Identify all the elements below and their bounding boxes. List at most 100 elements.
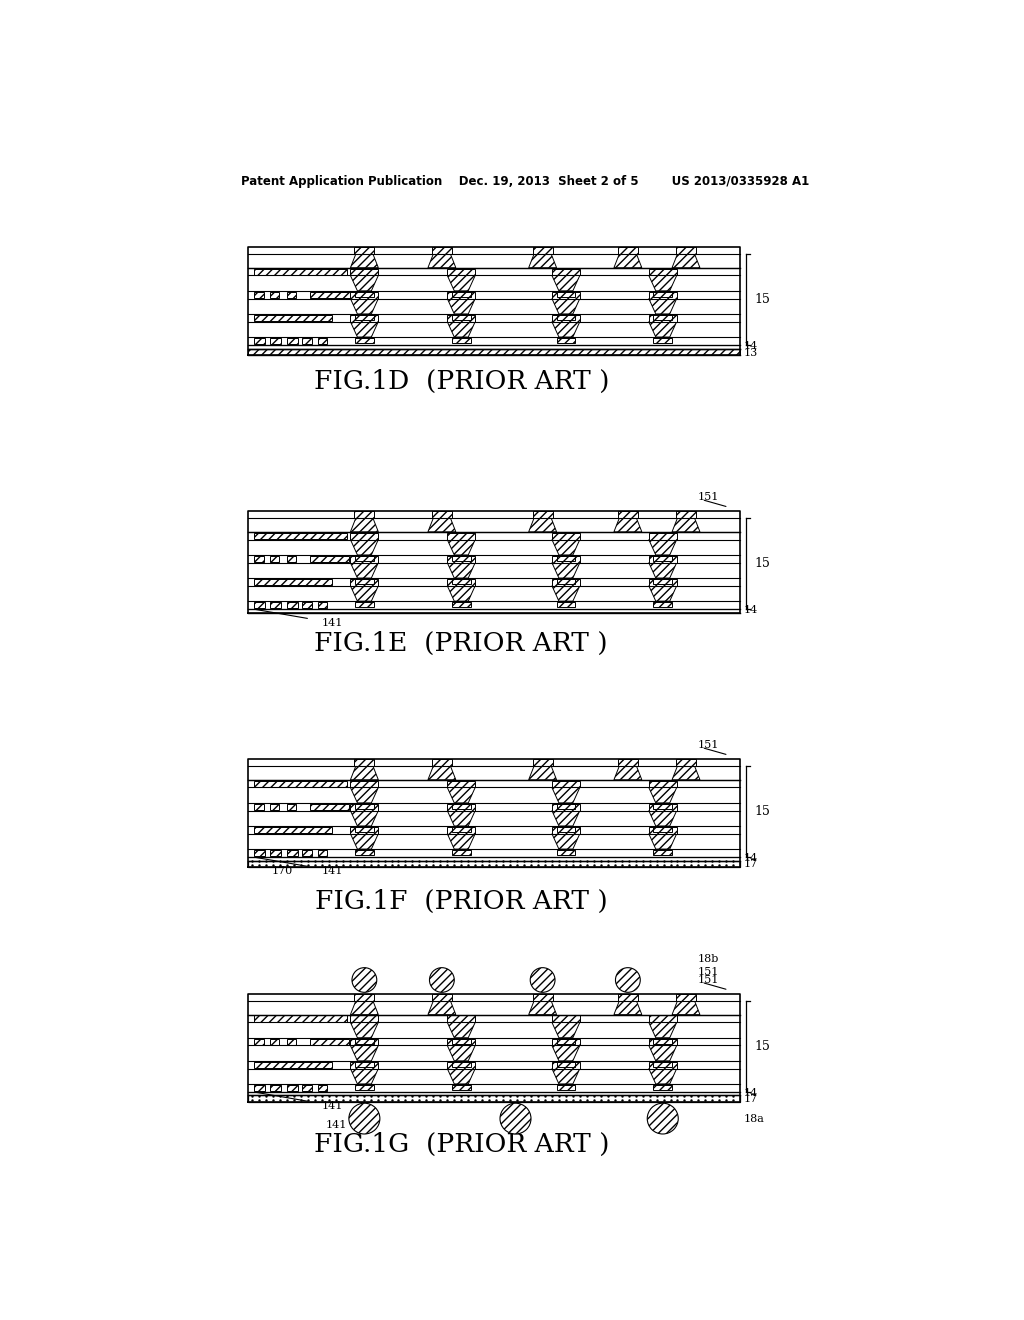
Bar — [287, 1085, 298, 1090]
Bar — [302, 850, 311, 857]
Bar — [617, 247, 638, 253]
Bar — [552, 1039, 580, 1045]
Polygon shape — [552, 810, 580, 826]
Text: 15: 15 — [755, 557, 770, 570]
Polygon shape — [552, 298, 580, 314]
Bar — [676, 759, 696, 766]
Bar — [310, 556, 349, 562]
Polygon shape — [428, 1001, 456, 1015]
Bar — [649, 1015, 677, 1022]
Bar — [350, 314, 378, 322]
Polygon shape — [447, 834, 475, 849]
Polygon shape — [552, 788, 580, 803]
Polygon shape — [447, 540, 475, 554]
Polygon shape — [672, 766, 700, 780]
Circle shape — [530, 968, 555, 993]
Bar — [287, 1039, 296, 1044]
Bar — [552, 1015, 580, 1022]
Bar — [653, 338, 672, 343]
Polygon shape — [552, 562, 580, 578]
Bar — [617, 759, 638, 766]
Polygon shape — [350, 1022, 378, 1038]
Bar — [552, 1061, 580, 1069]
Bar — [447, 826, 475, 834]
Bar — [355, 804, 374, 809]
Bar — [447, 292, 475, 298]
Polygon shape — [528, 766, 557, 780]
Bar — [452, 1061, 471, 1067]
Bar — [270, 1085, 281, 1090]
Bar — [355, 602, 374, 607]
Bar — [649, 578, 677, 586]
Polygon shape — [552, 1022, 580, 1038]
Bar — [355, 292, 374, 297]
Bar — [552, 268, 580, 276]
Bar — [452, 850, 471, 855]
Bar — [432, 511, 452, 517]
Polygon shape — [447, 322, 475, 337]
Bar — [350, 533, 378, 540]
Polygon shape — [350, 1069, 378, 1084]
Bar — [355, 1039, 374, 1044]
Bar — [557, 602, 575, 607]
Polygon shape — [447, 1069, 475, 1084]
Bar — [254, 578, 332, 585]
Polygon shape — [350, 298, 378, 314]
Bar — [355, 850, 374, 855]
Text: FIG.1D  (PRIOR ART ): FIG.1D (PRIOR ART ) — [313, 370, 609, 395]
Bar — [310, 804, 349, 810]
Bar — [354, 511, 375, 517]
Bar — [557, 314, 575, 321]
Bar — [452, 292, 471, 297]
Circle shape — [647, 1104, 678, 1134]
Polygon shape — [350, 540, 378, 554]
Polygon shape — [350, 322, 378, 337]
Polygon shape — [614, 1001, 642, 1015]
Text: 151: 151 — [697, 492, 719, 502]
Text: 14: 14 — [743, 1088, 758, 1098]
Bar — [432, 247, 452, 253]
Bar — [287, 804, 296, 810]
Bar — [270, 850, 281, 857]
Polygon shape — [350, 253, 378, 268]
Bar — [302, 1085, 311, 1090]
Bar — [532, 994, 553, 1001]
Bar — [653, 1061, 672, 1067]
Text: 141: 141 — [322, 1101, 343, 1111]
Polygon shape — [672, 517, 700, 532]
Bar — [317, 1085, 328, 1090]
Polygon shape — [447, 562, 475, 578]
Bar — [354, 994, 375, 1001]
Bar — [557, 804, 575, 809]
Polygon shape — [649, 1069, 677, 1084]
Bar — [248, 348, 740, 355]
Bar — [302, 602, 311, 609]
Bar — [287, 292, 296, 298]
Bar — [649, 780, 677, 788]
Polygon shape — [350, 1001, 378, 1015]
Bar — [350, 292, 378, 298]
Polygon shape — [614, 253, 642, 268]
Text: 18b: 18b — [697, 954, 719, 964]
Text: FIG.1G  (PRIOR ART ): FIG.1G (PRIOR ART ) — [313, 1131, 609, 1156]
Bar — [557, 1039, 575, 1044]
Bar — [270, 338, 281, 345]
Bar — [355, 578, 374, 585]
Bar — [432, 759, 452, 766]
Bar — [355, 1085, 374, 1090]
Bar — [649, 556, 677, 562]
Polygon shape — [614, 517, 642, 532]
Bar — [557, 850, 575, 855]
Bar — [287, 850, 298, 857]
Bar — [447, 1061, 475, 1069]
Bar — [355, 314, 374, 321]
Polygon shape — [447, 788, 475, 803]
Polygon shape — [528, 1001, 557, 1015]
Bar — [653, 804, 672, 809]
Bar — [350, 1039, 378, 1045]
Bar — [354, 759, 375, 766]
Bar — [653, 602, 672, 607]
Bar — [447, 268, 475, 276]
Bar — [649, 314, 677, 322]
Bar — [452, 602, 471, 607]
